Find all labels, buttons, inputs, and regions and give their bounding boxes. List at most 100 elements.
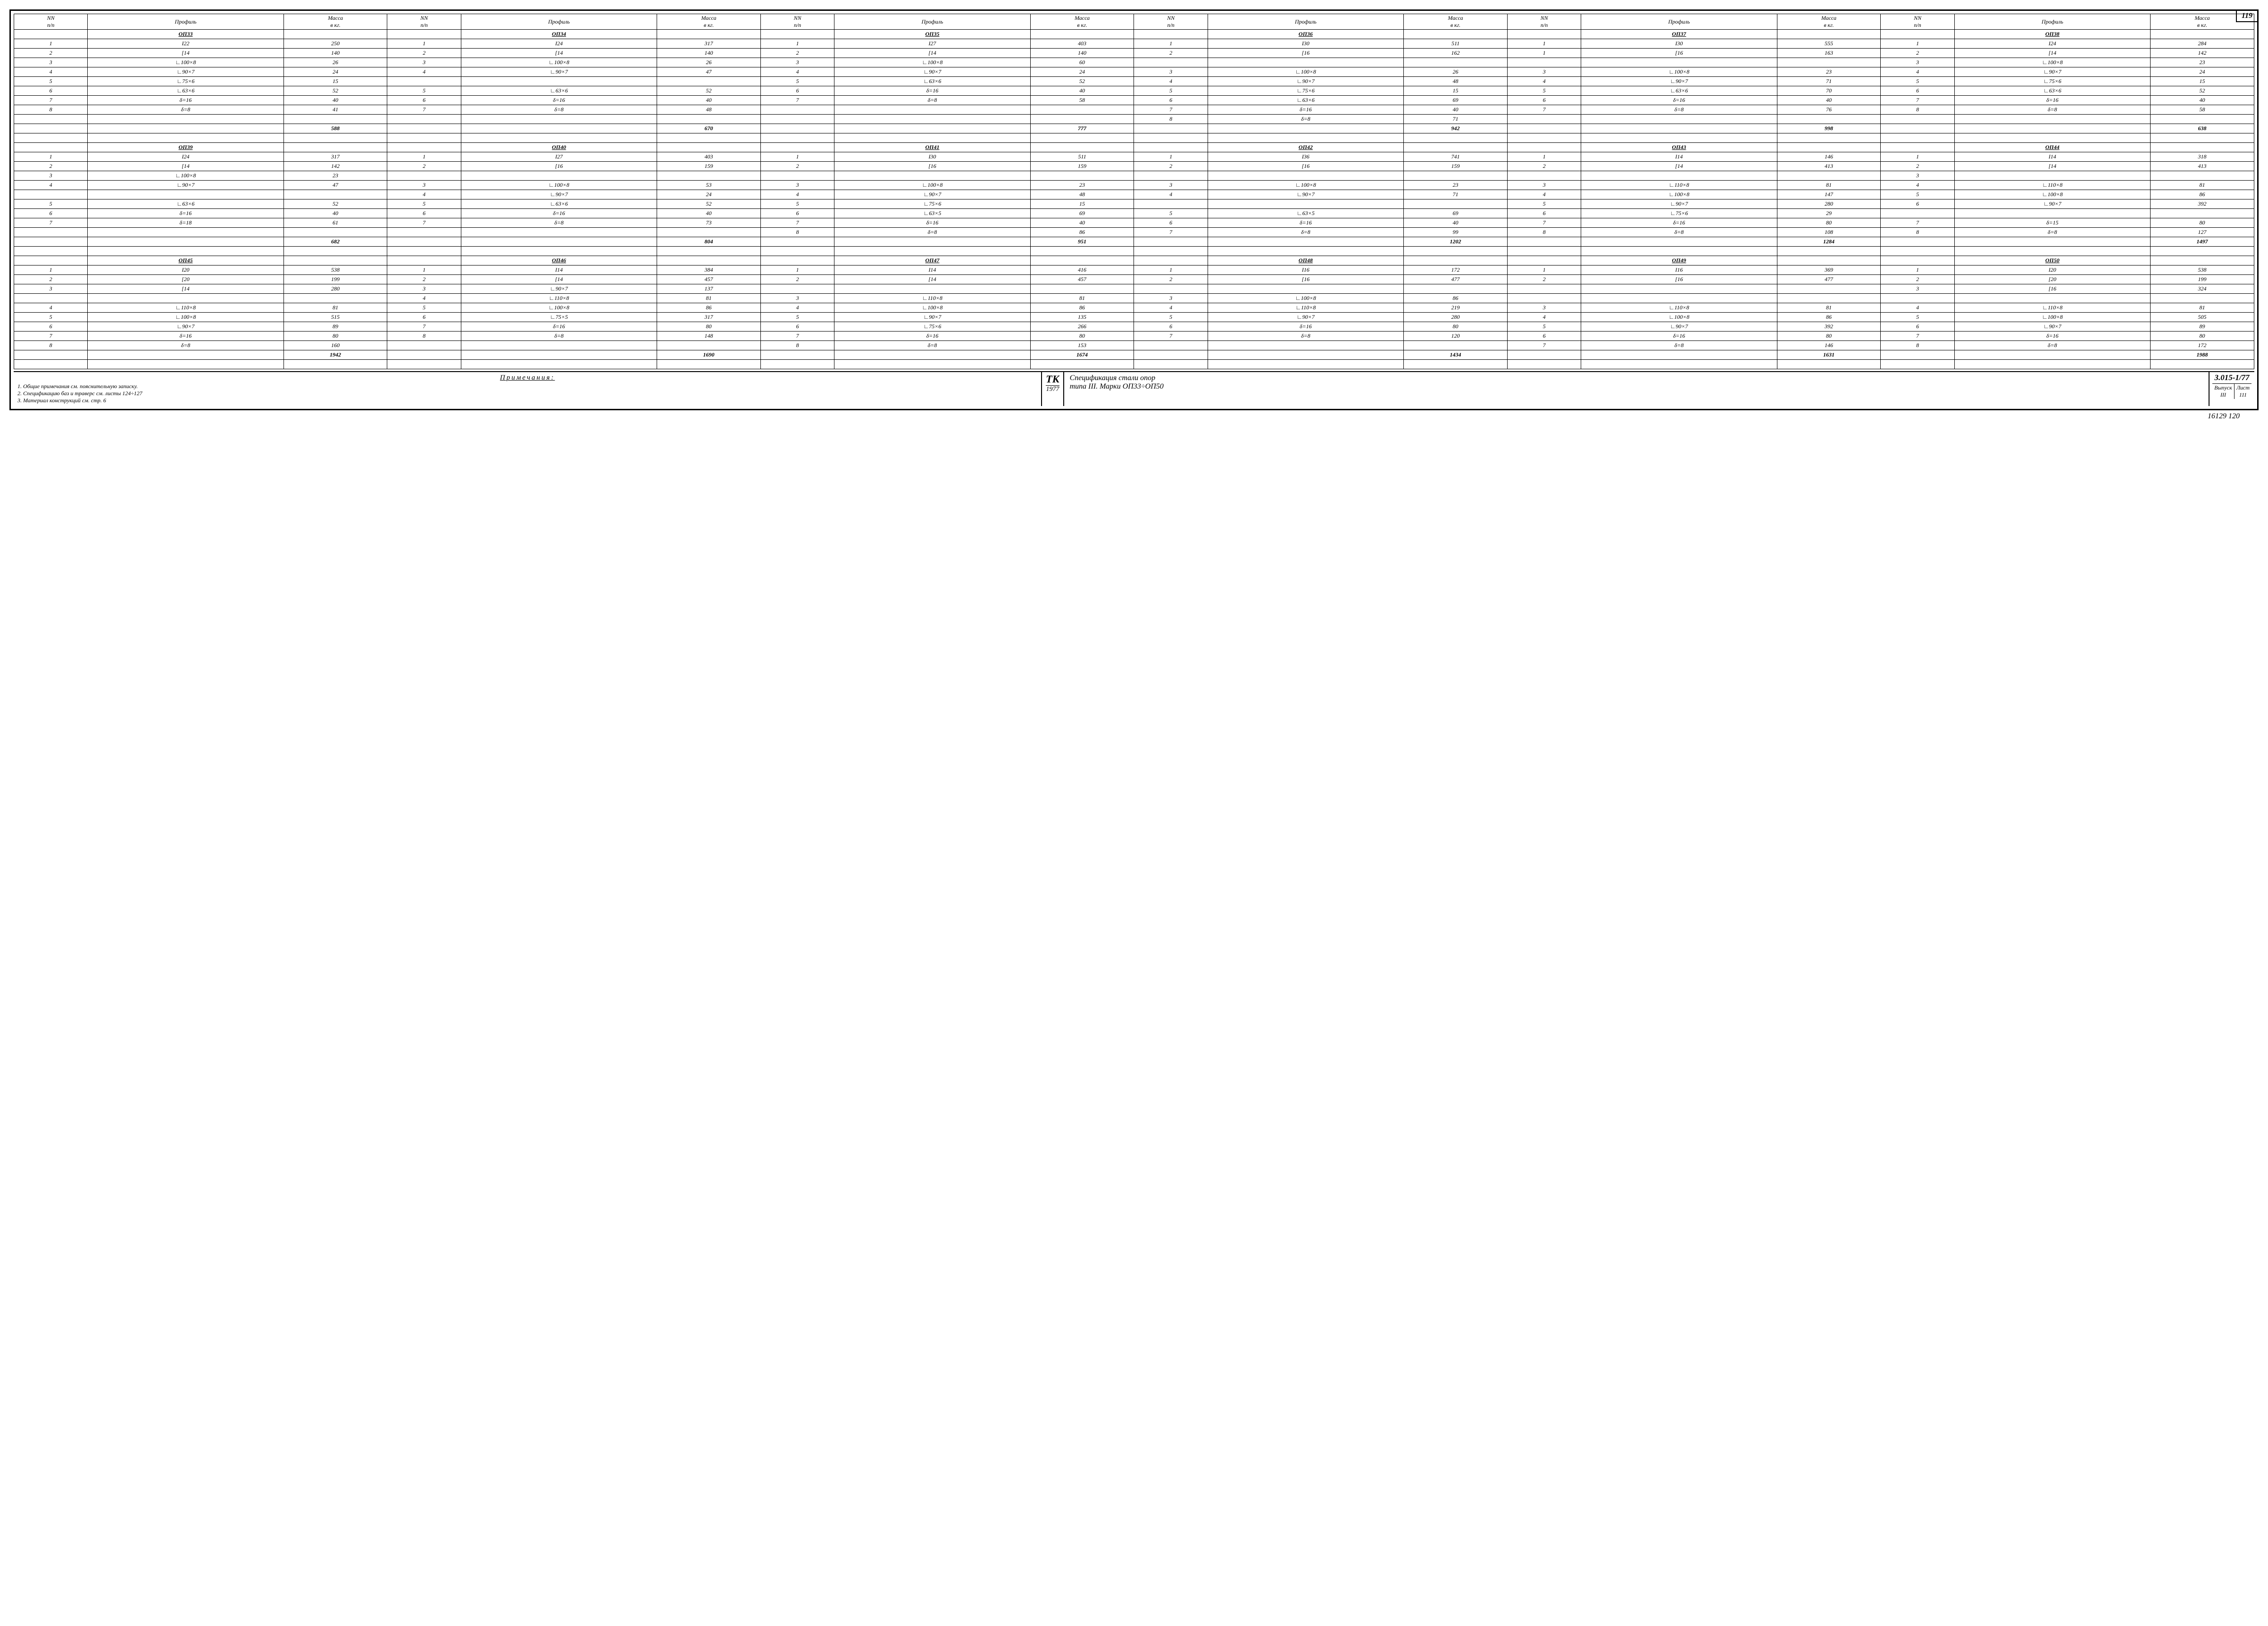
cell-nn: 4: [14, 303, 88, 313]
cell-nn: 7: [1134, 332, 1208, 341]
below-frame-text: 16129 120: [9, 410, 2259, 421]
cell-mass: 142: [284, 162, 387, 171]
cell-profile: ∟63×6: [461, 86, 657, 96]
col-nn: NNп/п: [387, 14, 461, 30]
cell-nn: 7: [1134, 228, 1208, 237]
cell-nn: 5: [760, 313, 834, 322]
cell-profile: ∟110×8: [1581, 303, 1777, 313]
cell-mass: 81: [1030, 294, 1134, 303]
cell-profile: δ=16: [461, 209, 657, 218]
cell-nn: 2: [1134, 275, 1208, 284]
cell-profile: [16: [1208, 275, 1403, 284]
cell-mass: 40: [284, 96, 387, 105]
cell-profile: I14: [1954, 152, 2150, 162]
cell-nn: 6: [14, 322, 88, 332]
cell-mass: 199: [284, 275, 387, 284]
cell-profile: δ=8: [88, 341, 284, 350]
group-header: ОП46: [461, 256, 657, 265]
cell-profile: δ=16: [1208, 105, 1403, 115]
cell-mass: 81: [2151, 181, 2254, 190]
group-header: ОП43: [1581, 143, 1777, 152]
cell-profile: ∟110×8: [88, 303, 284, 313]
cell-profile: ∟100×8: [88, 313, 284, 322]
cell-profile: ∟63×5: [834, 209, 1030, 218]
cell-profile: ∟100×8: [834, 181, 1030, 190]
cell-profile: [88, 115, 284, 124]
cell-nn: 3: [14, 284, 88, 294]
cell-profile: ∟100×8: [1208, 294, 1403, 303]
cell-profile: [1581, 294, 1777, 303]
note-line: 1. Общие примечания см. пояснительную за…: [17, 383, 1037, 390]
col-profile: Профиль: [461, 14, 657, 30]
cell-profile: δ=8: [1954, 228, 2150, 237]
title-line-2: типа III. Марки ОП33÷ОП50: [1070, 382, 2203, 391]
cell-nn: 2: [1881, 162, 1954, 171]
cell-nn: [387, 171, 461, 181]
cell-mass: 89: [284, 322, 387, 332]
cell-mass: 23: [1777, 67, 1881, 77]
group-total: 942: [1404, 124, 1508, 133]
cell-mass: 266: [1030, 322, 1134, 332]
cell-nn: 6: [14, 86, 88, 96]
tk-box: ТК 1977: [1042, 372, 1064, 406]
cell-nn: [387, 77, 461, 86]
cell-profile: I36: [1208, 152, 1403, 162]
cell-nn: 5: [14, 199, 88, 209]
cell-nn: 1: [1507, 265, 1581, 275]
group-total: 804: [657, 237, 761, 247]
cell-nn: [1881, 294, 1954, 303]
cell-nn: 2: [1134, 49, 1208, 58]
cell-mass: 40: [1404, 218, 1508, 228]
group-header: ОП48: [1208, 256, 1403, 265]
cell-nn: 7: [1507, 105, 1581, 115]
cell-mass: 58: [2151, 105, 2254, 115]
cell-nn: 4: [387, 190, 461, 199]
cell-nn: 5: [1134, 209, 1208, 218]
cell-nn: 2: [1507, 162, 1581, 171]
cell-profile: ∟100×8: [834, 58, 1030, 67]
cell-nn: 5: [387, 303, 461, 313]
cell-mass: 73: [657, 218, 761, 228]
cell-nn: 7: [387, 105, 461, 115]
cell-mass: 147: [1777, 190, 1881, 199]
cell-profile: [1581, 171, 1777, 181]
cell-mass: 15: [1404, 86, 1508, 96]
cell-mass: 52: [657, 199, 761, 209]
cell-nn: 4: [1507, 190, 1581, 199]
cell-nn: [1507, 294, 1581, 303]
cell-profile: I14: [1581, 152, 1777, 162]
cell-profile: I16: [1208, 265, 1403, 275]
cell-nn: 1: [387, 39, 461, 49]
cell-nn: 4: [387, 294, 461, 303]
cell-mass: 89: [2151, 322, 2254, 332]
cell-nn: 4: [1134, 303, 1208, 313]
cell-mass: 60: [1030, 58, 1134, 67]
cell-nn: [1134, 58, 1208, 67]
cell-profile: δ=8: [1208, 115, 1403, 124]
cell-nn: 5: [14, 77, 88, 86]
cell-nn: 3: [1134, 294, 1208, 303]
cell-nn: [14, 115, 88, 124]
cell-profile: ∟75×6: [1581, 209, 1777, 218]
cell-mass: [1404, 199, 1508, 209]
cell-mass: [2151, 115, 2254, 124]
cell-nn: 1: [1507, 152, 1581, 162]
cell-profile: [1954, 171, 2150, 181]
cell-mass: 24: [1030, 67, 1134, 77]
cell-mass: 99: [1404, 228, 1508, 237]
cell-nn: 3: [1881, 58, 1954, 67]
cell-profile: [1581, 58, 1777, 67]
cell-mass: 15: [284, 77, 387, 86]
col-nn: NNп/п: [760, 14, 834, 30]
cell-profile: I27: [461, 152, 657, 162]
col-profile: Профиль: [1581, 14, 1777, 30]
cell-nn: 6: [1507, 209, 1581, 218]
cell-profile: δ=8: [461, 218, 657, 228]
cell-profile: [14: [1954, 162, 2150, 171]
cell-mass: 15: [2151, 77, 2254, 86]
cell-nn: [1881, 115, 1954, 124]
cell-mass: 511: [1030, 152, 1134, 162]
title-line-1: Спецификация стали опор: [1070, 374, 2203, 382]
group-header: ОП41: [834, 143, 1030, 152]
cell-profile: ∟100×8: [1208, 181, 1403, 190]
